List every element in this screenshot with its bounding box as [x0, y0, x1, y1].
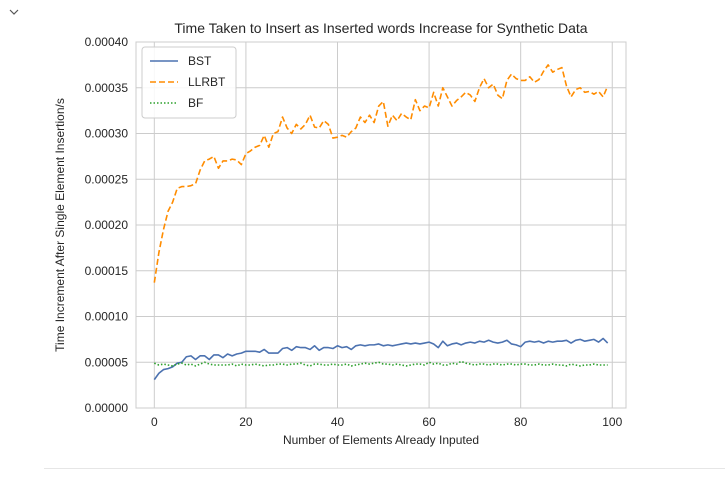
chevron-down-icon[interactable]: [6, 4, 22, 20]
chart-title: Time Taken to Insert as Inserted words I…: [174, 20, 587, 36]
x-tick-label: 80: [514, 415, 528, 429]
legend-box: [141, 46, 237, 119]
series-lines: [153, 64, 609, 381]
y-tick-label: 0.00015: [85, 264, 129, 278]
x-tick-label: 0: [151, 415, 158, 429]
series-line-bf: [154, 360, 608, 367]
series-line-bst: [153, 337, 609, 381]
y-axis-label: Time Increment After Single Element Inse…: [53, 98, 67, 352]
legend: BST LLRBT BF: [141, 46, 237, 119]
y-tick-label: 0.00005: [85, 355, 129, 369]
y-tick-label: 0.00010: [85, 310, 129, 324]
series-line-llrbt: [153, 64, 609, 283]
x-tick-label: 40: [331, 415, 345, 429]
legend-label-bst: BST: [188, 54, 212, 68]
x-tick-label: 20: [239, 415, 253, 429]
y-tick-label: 0.00020: [85, 218, 129, 232]
x-tick-label: 100: [602, 415, 622, 429]
y-tick-label: 0.00030: [85, 127, 129, 141]
y-tick-label: 0.00035: [85, 81, 129, 95]
x-axis-label: Number of Elements Already Inputed: [283, 433, 479, 447]
y-tick-label: 0.00000: [85, 401, 129, 415]
legend-label-bf: BF: [188, 96, 203, 110]
legend-label-llrbt: LLRBT: [188, 75, 226, 89]
y-tick-label: 0.00025: [85, 172, 129, 186]
cell-divider: [44, 468, 725, 469]
x-tick-labels: 0 20 40 60 80 100: [151, 415, 623, 429]
plot-frame: [135, 41, 627, 409]
y-tick-label: 0.00040: [85, 35, 129, 49]
x-tick-label: 60: [422, 415, 436, 429]
y-tick-labels: 0.00000 0.00005 0.00010 0.00015 0.00020 0.000…: [85, 35, 129, 415]
